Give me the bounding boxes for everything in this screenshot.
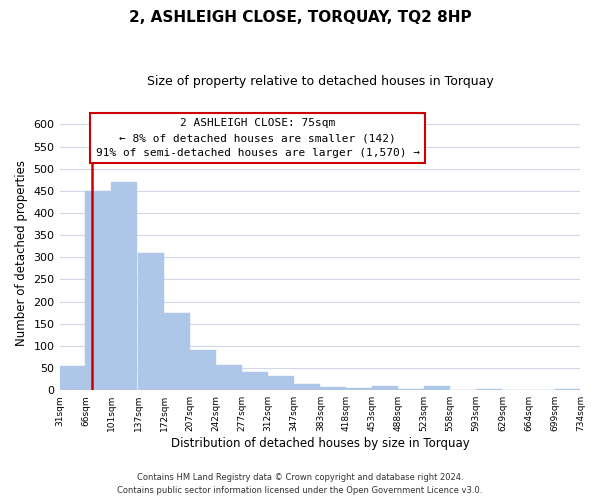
- Bar: [112, 182, 137, 390]
- Bar: [59, 366, 85, 390]
- Bar: [85, 191, 112, 390]
- Bar: [164, 312, 190, 390]
- Text: 2 ASHLEIGH CLOSE: 75sqm
← 8% of detached houses are smaller (142)
91% of semi-de: 2 ASHLEIGH CLOSE: 75sqm ← 8% of detached…: [95, 118, 419, 158]
- Bar: [346, 388, 372, 390]
- Text: Contains HM Land Registry data © Crown copyright and database right 2024.
Contai: Contains HM Land Registry data © Crown c…: [118, 474, 482, 495]
- Bar: [424, 386, 450, 390]
- Y-axis label: Number of detached properties: Number of detached properties: [15, 160, 28, 346]
- Bar: [320, 387, 346, 390]
- Bar: [268, 376, 294, 390]
- Bar: [190, 350, 216, 390]
- Bar: [242, 372, 268, 390]
- Title: Size of property relative to detached houses in Torquay: Size of property relative to detached ho…: [146, 75, 493, 88]
- X-axis label: Distribution of detached houses by size in Torquay: Distribution of detached houses by size …: [170, 437, 469, 450]
- Bar: [138, 253, 164, 390]
- Bar: [216, 364, 242, 390]
- Bar: [372, 386, 398, 390]
- Text: 2, ASHLEIGH CLOSE, TORQUAY, TQ2 8HP: 2, ASHLEIGH CLOSE, TORQUAY, TQ2 8HP: [128, 10, 472, 25]
- Bar: [294, 384, 320, 390]
